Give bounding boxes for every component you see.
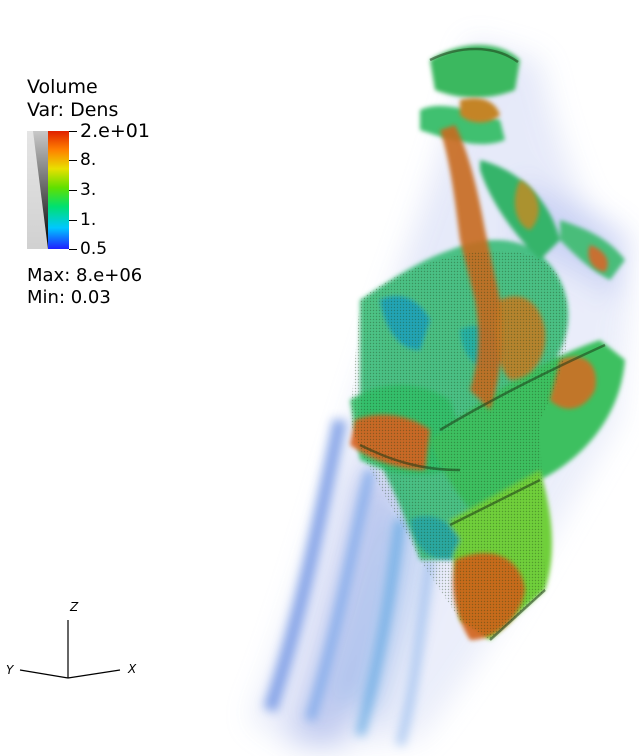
- legend-tick-label: 2.e+01: [80, 122, 150, 140]
- legend-tick-label: 1.: [80, 211, 96, 229]
- colormap-bar: [27, 131, 69, 249]
- legend-min: Min: 0.03: [27, 288, 111, 308]
- axis-label-x: X: [128, 662, 136, 676]
- axis-label-y: Y: [6, 663, 13, 677]
- legend-variable: Var: Dens: [27, 100, 118, 120]
- axis-label-z: Z: [70, 600, 78, 614]
- legend-tick-label: 8.: [80, 151, 96, 169]
- legend-tick-label: 0.5: [80, 240, 107, 258]
- axis-triad: Z X Y: [0, 590, 160, 700]
- legend-max: Max: 8.e+06: [27, 266, 142, 286]
- legend-title: Volume: [27, 77, 98, 97]
- legend-tick-label: 3.: [80, 181, 96, 199]
